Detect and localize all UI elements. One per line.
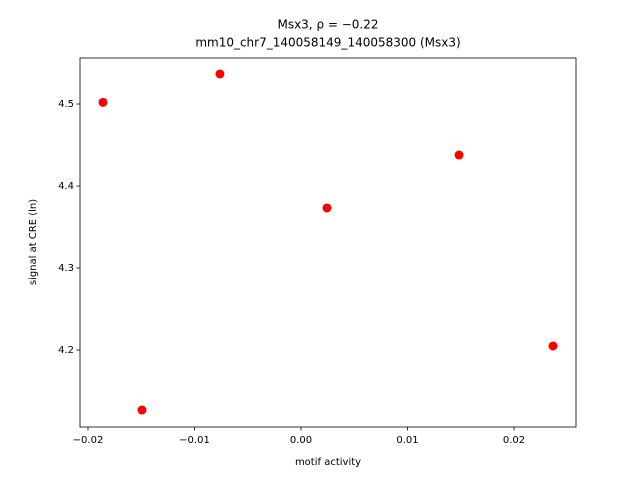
x-tick-label: 0.00: [290, 435, 312, 446]
x-tick-label: −0.02: [73, 435, 104, 446]
x-tick-label: 0.02: [503, 435, 525, 446]
scatter-point: [98, 97, 108, 107]
scatter-point: [322, 203, 332, 213]
x-axis-label: motif activity: [295, 457, 361, 468]
scatter-point: [548, 341, 558, 351]
y-tick-label: 4.4: [58, 181, 74, 192]
y-tick-label: 4.5: [58, 99, 74, 110]
scatter-point: [454, 150, 464, 160]
y-axis-label: signal at CRE (ln): [28, 199, 39, 285]
x-tick-label: −0.01: [179, 435, 210, 446]
scatter-point: [137, 405, 147, 415]
y-tick-label: 4.3: [58, 263, 74, 274]
plot-frame: [79, 57, 577, 428]
x-tick-label: 0.01: [396, 435, 418, 446]
y-tick-label: 4.2: [58, 345, 74, 356]
chart-subtitle: mm10_chr7_140058149_140058300 (Msx3): [195, 36, 460, 50]
chart-title: Msx3, ρ = −0.22: [277, 18, 378, 32]
scatter-point: [215, 69, 225, 79]
